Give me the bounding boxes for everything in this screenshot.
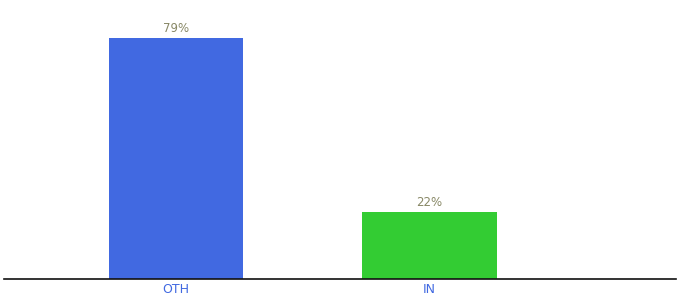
Bar [109, 38, 243, 279]
Text: 22%: 22% [416, 196, 443, 209]
Bar [362, 212, 496, 279]
Text: 79%: 79% [163, 22, 189, 35]
